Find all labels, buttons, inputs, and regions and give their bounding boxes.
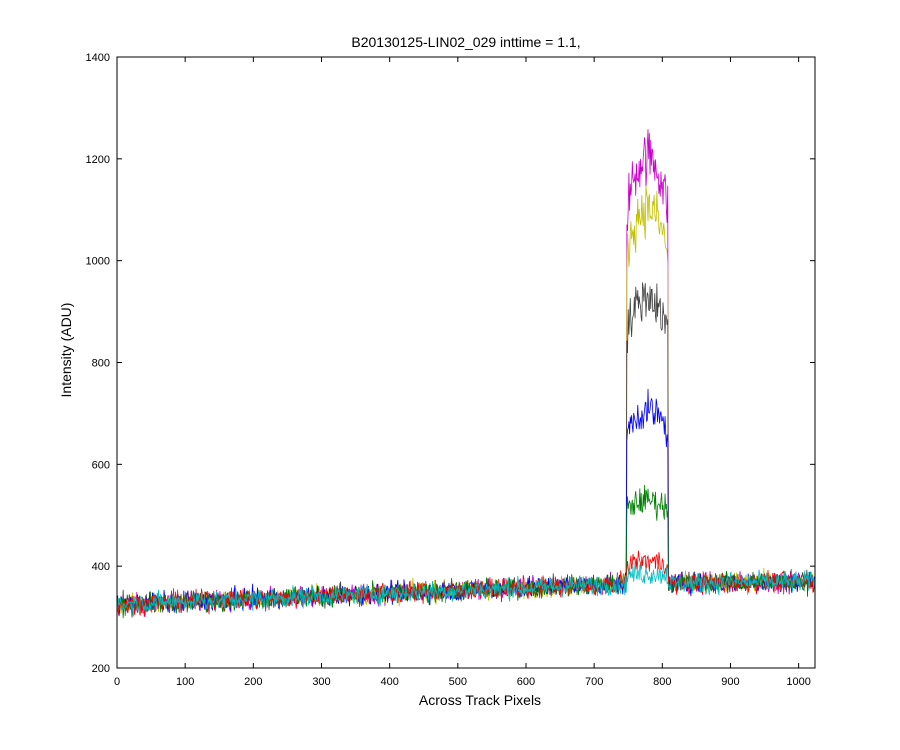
y-tick-label-1200: 1200 (86, 154, 110, 166)
x-tick-label-1000: 1000 (786, 676, 810, 688)
x-tick-label-900: 900 (721, 676, 739, 688)
y-tick-label-1400: 1400 (86, 52, 110, 64)
series-layer (116, 129, 816, 619)
x-tick-label-400: 400 (380, 676, 398, 688)
ticks-layer: 0 100 200 300 400 500 600 700 800 900 1000 200 400 60… (86, 52, 815, 688)
x-tick-label-100: 100 (176, 676, 194, 688)
x-tick-label-300: 300 (312, 676, 330, 688)
y-tick-label-200: 200 (92, 663, 110, 675)
series-line-6 (116, 550, 816, 617)
y-tick-label-1000: 1000 (86, 256, 110, 268)
y-axis-title: Intensity (ADU) (58, 303, 74, 398)
y-tick-label-600: 600 (92, 459, 110, 471)
chart-title: B20130125-LIN02_029 inttime = 1.1, (351, 34, 580, 50)
y-tick-label-800: 800 (92, 358, 110, 370)
x-tick-label-700: 700 (585, 676, 603, 688)
x-tick-label-500: 500 (449, 676, 467, 688)
series-line-3 (116, 282, 816, 618)
series-line-1 (116, 129, 816, 617)
y-tick-label-400: 400 (92, 561, 110, 573)
x-tick-label-200: 200 (244, 676, 262, 688)
x-tick-label-600: 600 (517, 676, 535, 688)
x-tick-label-0: 0 (114, 676, 120, 688)
series-line-2 (116, 185, 816, 614)
x-tick-label-800: 800 (653, 676, 671, 688)
series-line-7 (116, 562, 816, 617)
x-axis-title: Across Track Pixels (419, 692, 541, 708)
